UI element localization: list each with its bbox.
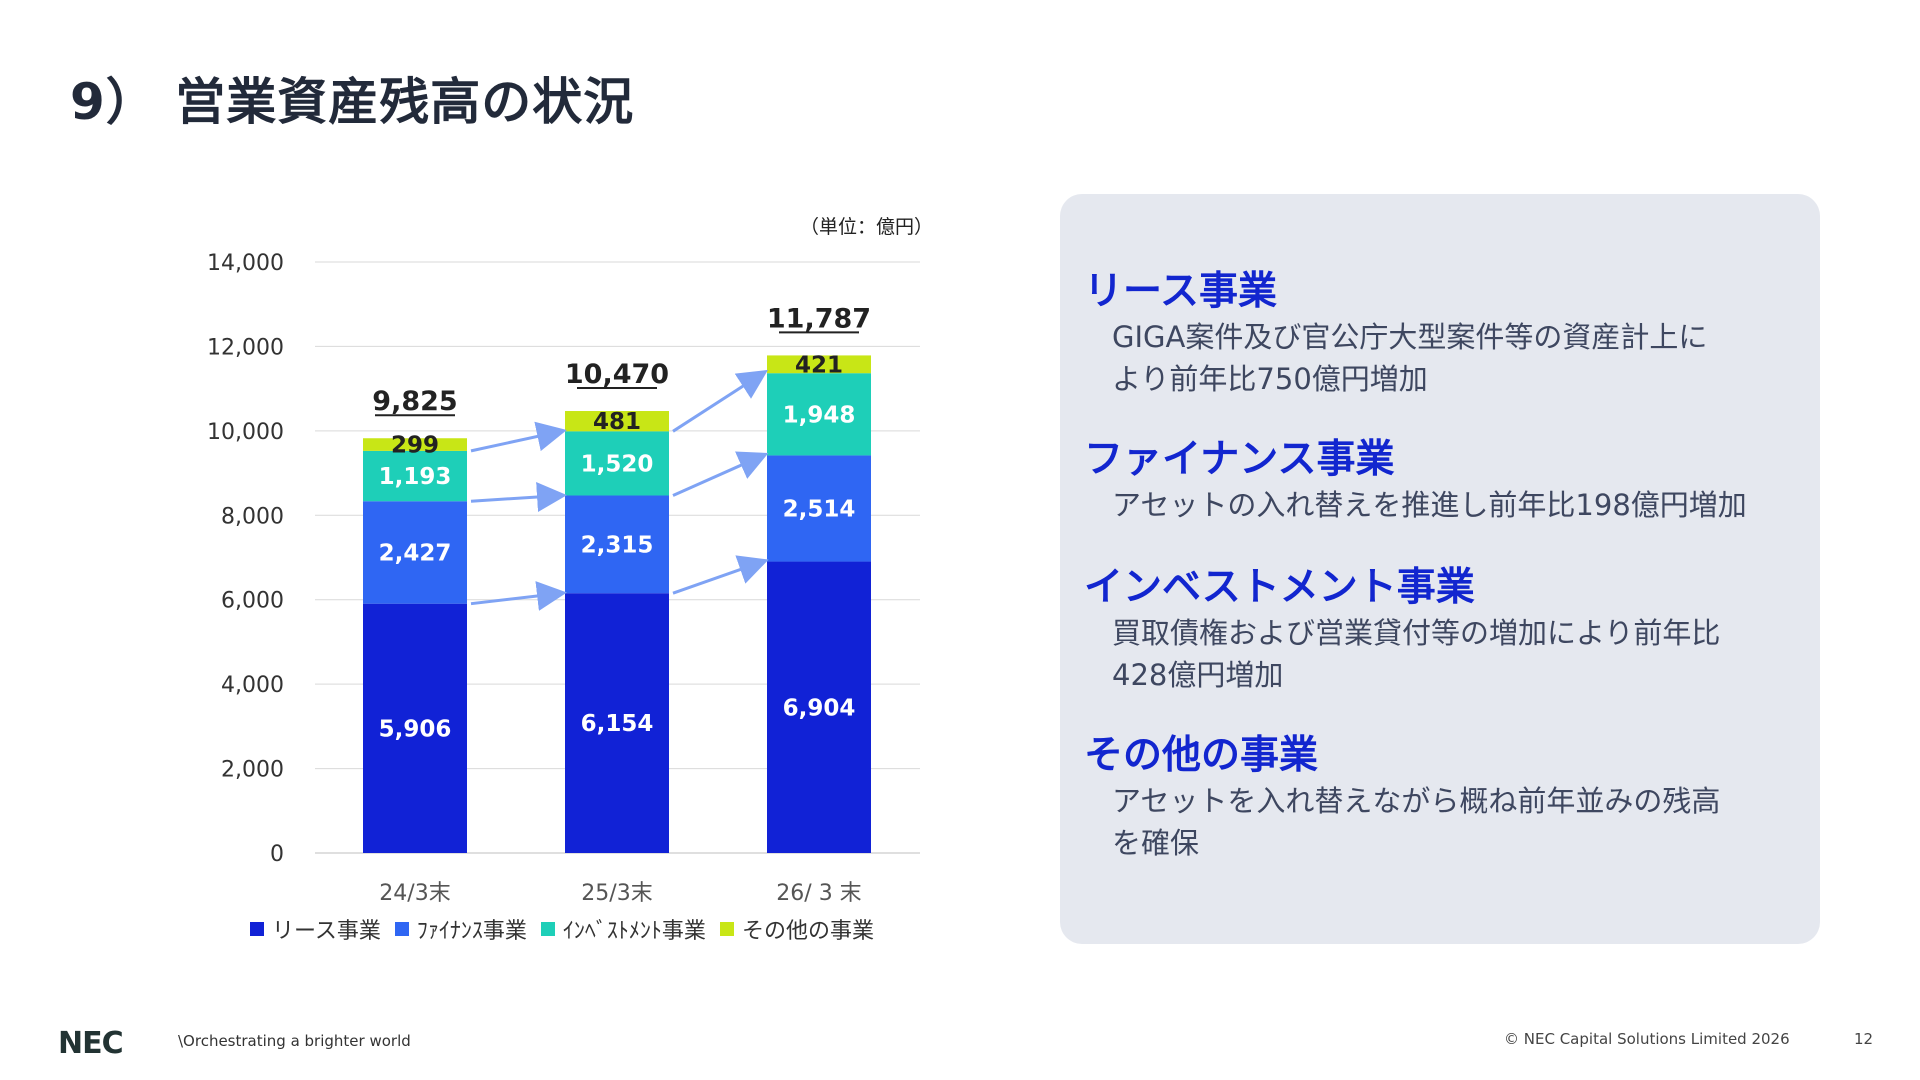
y-tick-label: 12,000 [207,335,284,360]
x-tick-label: 25/3末 [581,881,652,906]
legend-swatch-finance [394,922,409,936]
legend-label-lease: リース事業 [272,919,381,944]
legend-label-investment: ｲﾝﾍﾞｽﾄﾒﾝﾄ事業 [562,919,706,944]
nec-logo: NEC [58,1026,124,1061]
total-label: 9,825 [372,386,457,417]
bar-segment [565,411,669,432]
growth-arrow [672,555,769,595]
section-lease: リース事業 GIGA案件及び官公庁大型案件等の資産計上に より前年比750億円増… [1084,268,1804,400]
bar-segment [363,501,467,604]
section-heading-other: その他の事業 [1084,733,1319,778]
data-label: 5,906 [379,716,452,742]
data-label: 6,904 [783,695,856,721]
legend-item-investment: ｲﾝﾍﾞｽﾄﾒﾝﾄ事業 [540,913,706,945]
legend-item-other: その他の事業 [719,913,874,945]
legend-label-finance: ﾌｧｲﾅﾝｽ事業 [416,919,527,944]
data-label: 1,193 [379,464,452,490]
y-tick-label: 10,000 [207,420,284,445]
y-tick-label: 8,000 [221,504,284,529]
growth-arrow [470,482,567,512]
section-body-finance: アセットの入れ替えを推進し前年比198億円増加 [1112,488,1747,522]
chart-legend: リース事業 ﾌｧｲﾅﾝｽ事業 ｲﾝﾍﾞｽﾄﾒﾝﾄ事業 その他の事業 [250,913,874,945]
bar-segment [565,431,669,496]
bar-segment [767,455,871,562]
section-heading-lease: リース事業 [1084,269,1278,314]
legend-item-finance: ﾌｧｲﾅﾝｽ事業 [394,913,527,945]
unit-label: （単位：億円） [800,216,934,238]
x-tick-label: 26/ 3 末 [776,881,861,906]
x-tick-label: 24/3末 [379,881,450,906]
total-label: 11,787 [767,303,871,334]
bar-segment [363,438,467,451]
page-number: 12 [1854,1030,1874,1048]
section-body-investment: 買取債権および営業貸付等の増加により前年比 428億円増加 [1112,616,1721,692]
data-label: 2,427 [379,540,452,566]
y-tick-label: 2,000 [221,758,284,783]
section-finance: ファイナンス事業 アセットの入れ替えを推進し前年比198億円増加 [1084,436,1804,526]
data-label: 421 [795,352,843,378]
section-body-lease: GIGA案件及び官公庁大型案件等の資産計上に より前年比750億円増加 [1112,320,1708,396]
growth-arrow [672,369,769,433]
footer-copyright: © NEC Capital Solutions Limited 2026 [1504,1030,1790,1048]
legend-swatch-other [719,922,734,936]
data-label: 1,948 [783,402,856,428]
growth-arrow [470,421,567,453]
data-label: 299 [391,433,439,459]
section-investment: インベストメント事業 買取債権および営業貸付等の増加により前年比 428億円増加 [1084,564,1804,696]
bar-segment [767,373,871,456]
data-label: 1,520 [581,451,654,477]
bar-segment [767,561,871,853]
bar-segment [565,495,669,594]
page-title: 9） 営業資産残高の状況 [70,73,635,131]
commentary-panel: リース事業 GIGA案件及び官公庁大型案件等の資産計上に より前年比750億円増… [1060,194,1820,944]
section-heading-finance: ファイナンス事業 [1084,437,1395,482]
legend-item-lease: リース事業 [250,913,381,945]
section-other: その他の事業 アセットを入れ替えながら概ね前年並みの残高 を確保 [1084,732,1804,864]
bar-segment [565,593,669,853]
data-label: 481 [593,409,641,435]
y-tick-label: 14,000 [207,251,284,276]
legend-label-other: その他の事業 [741,919,874,944]
bar-segment [767,355,871,374]
y-tick-label: 0 [270,842,284,867]
total-label: 10,470 [565,359,669,390]
legend-swatch-lease [250,922,264,936]
bar-segment [363,450,467,502]
data-label: 2,514 [783,496,856,522]
y-tick-label: 4,000 [221,673,284,698]
footer-tagline: \Orchestrating a brighter world [178,1032,411,1050]
bar-segment [363,603,467,853]
section-heading-investment: インベストメント事業 [1084,565,1475,610]
legend-swatch-investment [540,922,555,936]
growth-arrow [672,451,769,497]
y-tick-label: 6,000 [221,589,284,614]
growth-arrow [470,581,567,611]
section-body-other: アセットを入れ替えながら概ね前年並みの残高 を確保 [1112,784,1721,860]
data-label: 2,315 [581,532,654,558]
data-label: 6,154 [581,711,654,737]
